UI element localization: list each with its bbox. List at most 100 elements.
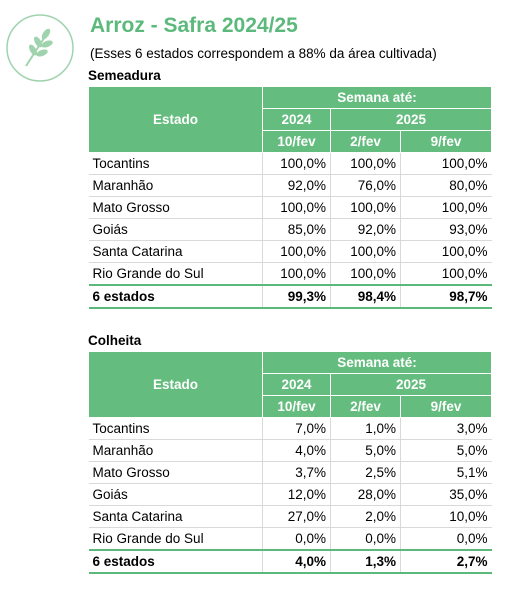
week-header: Semana até:: [261, 86, 493, 109]
value-cell: 12,0%: [262, 483, 331, 506]
data-row: Goiás 12,0% 28,0% 35,0%: [88, 483, 492, 506]
value-cell: 80,0%: [400, 174, 492, 197]
data-row: Mato Grosso 100,0% 100,0% 100,0%: [88, 196, 492, 219]
value-cell: 2,0%: [330, 505, 401, 528]
value-cell: 5,0%: [330, 439, 401, 462]
data-row: Rio Grande do Sul 0,0% 0,0% 0,0%: [88, 527, 492, 551]
state-cell: Goiás: [88, 483, 263, 506]
value-cell: 4,0%: [262, 439, 331, 462]
year-header: 2025: [329, 373, 493, 396]
value-cell: 93,0%: [400, 218, 492, 241]
value-cell: 100,0%: [400, 240, 492, 263]
data-row: Rio Grande do Sul 100,0% 100,0% 100,0%: [88, 262, 492, 286]
year-header: 2024: [262, 108, 331, 131]
state-cell: Rio Grande do Sul: [88, 527, 263, 551]
data-row: Santa Catarina 27,0% 2,0% 10,0%: [88, 505, 492, 528]
table-section: Colheita Estado Semana até: 2024 2025 10/fev 2…: [88, 333, 493, 574]
state-cell: Goiás: [88, 218, 263, 241]
state-header: Estado: [88, 351, 263, 418]
value-cell: 100,0%: [262, 262, 331, 286]
data-row: Mato Grosso 3,7% 2,5% 5,1%: [88, 461, 492, 484]
value-cell: 100,0%: [330, 262, 401, 286]
data-row: Tocantins 7,0% 1,0% 3,0%: [88, 417, 492, 440]
value-cell: 100,0%: [330, 196, 401, 219]
header-row: 2024 2025: [89, 373, 493, 396]
year-header: 2024: [262, 373, 331, 396]
year-header: 2025: [329, 108, 493, 131]
state-cell: Mato Grosso: [88, 461, 263, 484]
value-cell: 0,0%: [330, 527, 401, 551]
data-table: Estado Semana até: 2024 2025 10/fev 2/fev 9/fe…: [88, 351, 493, 574]
date-header: 2/fev: [330, 395, 401, 418]
value-cell: 10,0%: [400, 505, 492, 528]
data-row: Goiás 85,0% 92,0% 93,0%: [88, 218, 492, 241]
state-header: Estado: [88, 86, 263, 153]
value-cell: 92,0%: [330, 218, 401, 241]
date-header: 10/fev: [262, 395, 331, 418]
state-cell: Santa Catarina: [88, 240, 263, 263]
state-cell: Maranhão: [88, 174, 263, 197]
state-cell: Santa Catarina: [88, 505, 263, 528]
total-row: 6 estados 99,3% 98,4% 98,7%: [88, 284, 492, 309]
total-value: 2,7%: [400, 549, 492, 574]
header-row: Estado Semana até:: [88, 86, 493, 153]
value-cell: 7,0%: [262, 417, 331, 440]
value-cell: 76,0%: [330, 174, 401, 197]
value-cell: 100,0%: [262, 240, 331, 263]
state-cell: Mato Grosso: [88, 196, 263, 219]
value-cell: 1,0%: [330, 417, 401, 440]
value-cell: 100,0%: [330, 152, 401, 175]
state-cell: Tocantins: [88, 152, 263, 175]
total-value: 99,3%: [262, 284, 331, 309]
value-cell: 100,0%: [330, 240, 401, 263]
subtitle: (Esses 6 estados correspondem a 88% da á…: [90, 46, 437, 61]
state-cell: Maranhão: [88, 439, 263, 462]
total-label: 6 estados: [88, 284, 263, 309]
data-row: Tocantins 100,0% 100,0% 100,0%: [88, 152, 492, 175]
value-cell: 85,0%: [262, 218, 331, 241]
header-row: Estado Semana até:: [88, 351, 493, 418]
table-section: Semeadura Estado Semana até: 2024 2025 10/fev…: [88, 68, 493, 309]
value-cell: 27,0%: [262, 505, 331, 528]
state-cell: Tocantins: [88, 417, 263, 440]
value-cell: 100,0%: [400, 262, 492, 286]
value-cell: 0,0%: [400, 527, 492, 551]
data-row: Santa Catarina 100,0% 100,0% 100,0%: [88, 240, 492, 263]
title: Arroz - Safra 2024/25: [90, 14, 298, 37]
total-value: 1,3%: [330, 549, 401, 574]
data-row: Maranhão 92,0% 76,0% 80,0%: [88, 174, 492, 197]
value-cell: 100,0%: [400, 152, 492, 175]
week-header: Semana até:: [261, 351, 493, 374]
total-value: 98,4%: [330, 284, 401, 309]
section-title: Colheita: [88, 333, 142, 348]
value-cell: 5,1%: [400, 461, 492, 484]
rice-icon: [6, 14, 74, 82]
date-header: 9/fev: [399, 395, 493, 418]
value-cell: 92,0%: [262, 174, 331, 197]
value-cell: 35,0%: [400, 483, 492, 506]
header-row: 10/fev 2/fev 9/fev: [89, 130, 493, 153]
value-cell: 3,7%: [262, 461, 331, 484]
section-title: Semeadura: [88, 68, 161, 83]
value-cell: 3,0%: [400, 417, 492, 440]
header-row: 10/fev 2/fev 9/fev: [89, 395, 493, 418]
value-cell: 100,0%: [262, 152, 331, 175]
data-row: Maranhão 4,0% 5,0% 5,0%: [88, 439, 492, 462]
total-label: 6 estados: [88, 549, 263, 574]
state-cell: Rio Grande do Sul: [88, 262, 263, 286]
value-cell: 5,0%: [400, 439, 492, 462]
header-row: 2024 2025: [89, 108, 493, 131]
value-cell: 100,0%: [400, 196, 492, 219]
date-header: 9/fev: [399, 130, 493, 153]
date-header: 10/fev: [262, 130, 331, 153]
value-cell: 2,5%: [330, 461, 401, 484]
data-table: Estado Semana até: 2024 2025 10/fev 2/fev 9/fe…: [88, 86, 493, 309]
value-cell: 100,0%: [262, 196, 331, 219]
value-cell: 28,0%: [330, 483, 401, 506]
value-cell: 0,0%: [262, 527, 331, 551]
total-row: 6 estados 4,0% 1,3% 2,7%: [88, 549, 492, 574]
total-value: 4,0%: [262, 549, 331, 574]
date-header: 2/fev: [330, 130, 401, 153]
total-value: 98,7%: [400, 284, 492, 309]
